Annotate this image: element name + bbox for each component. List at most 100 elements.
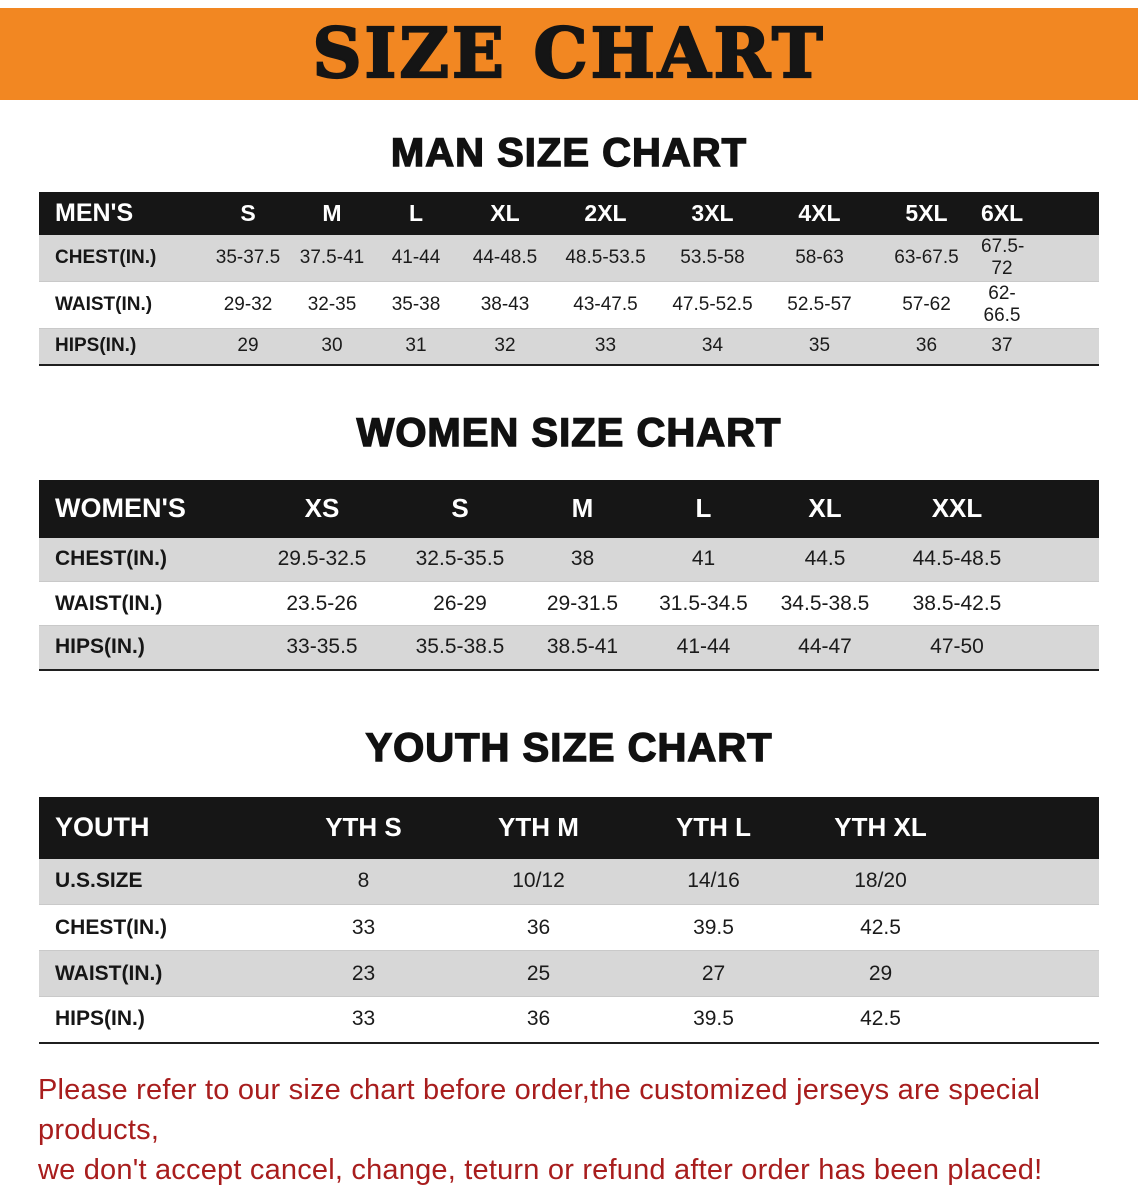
- table-header-row: YOUTH YTH S YTH M YTH L YTH XL: [39, 796, 1099, 859]
- measurement-row-label: WAIST(IN.): [55, 294, 153, 315]
- size-value-cell: 14/16: [687, 869, 740, 893]
- size-value-cell: 32.5-35.5: [415, 547, 505, 571]
- size-value-cell: 27: [701, 961, 726, 985]
- size-column-header-cell: 3XL: [659, 192, 766, 235]
- size-value-cell: 32-35: [307, 294, 357, 315]
- size-value-cell: 67.5-72: [981, 236, 1025, 279]
- measurement-row: CHEST(IN.) 35-37.5 37.5-41 41-44 44-48.5 48.5…: [39, 235, 1099, 282]
- size-value-cell: 23.5-26: [286, 591, 358, 615]
- size-value-cell: 38: [570, 547, 595, 571]
- size-value-cell: 39.5: [693, 915, 734, 939]
- measurement-row: CHEST(IN.) 29.5-32.5 32.5-35.5 38 41 44.5 44.5…: [39, 537, 1099, 582]
- banner: SIZE CHART: [0, 8, 1138, 100]
- size-value-cell: 36: [526, 1007, 551, 1031]
- size-column-header-cell: L: [374, 192, 458, 235]
- size-value-cell: 37: [991, 335, 1013, 357]
- size-value-cell: 53.5-58: [680, 247, 745, 268]
- size-value-cell: 30: [321, 335, 343, 357]
- size-value-cell: 42.5: [860, 1007, 901, 1031]
- youth-size-section: YOUTH SIZE CHART YOUTH YTH S YTH M YTH L YTH…: [0, 725, 1138, 1044]
- size-value-cell: 33: [594, 335, 617, 357]
- measurement-row-label: CHEST(IN.): [55, 247, 157, 268]
- size-value-cell: 44-48.5: [472, 247, 538, 268]
- measurement-row-label: WAIST(IN.): [55, 961, 163, 985]
- size-column-header-cell: YTH S: [276, 796, 451, 859]
- measurement-row: WAIST(IN.) 23 25 27 29: [39, 950, 1099, 997]
- size-value-cell: 29: [868, 961, 893, 985]
- size-value-cell: 35: [808, 335, 831, 357]
- size-value-cell: 31: [405, 335, 427, 357]
- size-value-cell: 36: [526, 915, 551, 939]
- size-value-cell: 47.5-52.5: [672, 294, 753, 315]
- women-section-heading: WOMEN SIZE CHART: [356, 410, 782, 455]
- size-value-cell: 44.5: [804, 547, 846, 571]
- size-value-cell: 29-31.5: [546, 591, 619, 615]
- size-column-header-cell: S: [398, 479, 522, 538]
- size-chart-page: SIZE CHART MAN SIZE CHART MEN'S S M L XL 2XL 3…: [0, 8, 1138, 1190]
- measurement-row: U.S.SIZE 8 10/12 14/16 18/20: [39, 858, 1099, 905]
- table-title-cell: YOUTH: [39, 796, 276, 859]
- size-column-header-cell: XL: [764, 479, 886, 538]
- disclaimer-line-2: we don't accept cancel, change, teturn o…: [38, 1153, 1043, 1186]
- size-column-header-cell: 4XL: [766, 192, 873, 235]
- measurement-row-label: HIPS(IN.): [55, 1007, 145, 1031]
- measurement-row: WAIST(IN.) 23.5-26 26-29 29-31.5 31.5-34.5 34…: [39, 581, 1099, 626]
- size-column-header-cell: YTH XL: [801, 796, 1099, 859]
- size-value-cell: 29: [237, 335, 259, 357]
- measurement-row: HIPS(IN.) 29 30 31 32 33 34 35 36 37: [39, 328, 1099, 365]
- measurement-row-label: WAIST(IN.): [55, 591, 163, 615]
- measurement-row: HIPS(IN.) 33-35.5 35.5-38.5 38.5-41 41-44 44-…: [39, 625, 1099, 670]
- size-value-cell: 57-62: [902, 294, 951, 315]
- measurement-row: WAIST(IN.) 29-32 32-35 35-38 38-43 43-47.5 47.…: [39, 281, 1099, 329]
- men-section-heading: MAN SIZE CHART: [390, 130, 748, 175]
- size-value-cell: 62-66.5: [983, 283, 1021, 326]
- size-value-cell: 42.5: [860, 915, 901, 939]
- measurement-row: HIPS(IN.) 33 36 39.5 42.5: [39, 996, 1099, 1043]
- banner-title: SIZE CHART: [311, 14, 826, 94]
- size-value-cell: 34.5-38.5: [780, 591, 870, 615]
- table-header-row: MEN'S S M L XL 2XL 3XL 4XL 5XL 6XL: [39, 192, 1099, 235]
- size-value-cell: 38.5-42.5: [912, 591, 1002, 615]
- youth-table-wrap: YOUTH YTH S YTH M YTH L YTH XL U.S.SIZE 8 10/12…: [0, 796, 1138, 1044]
- size-value-cell: 41: [691, 547, 716, 571]
- size-column-header-cell: M: [290, 192, 374, 235]
- youth-size-table: YOUTH YTH S YTH M YTH L YTH XL U.S.SIZE 8 10/12…: [39, 796, 1099, 1044]
- size-value-cell: 38-43: [480, 294, 530, 315]
- size-value-cell: 44-47: [798, 635, 852, 659]
- size-value-cell: 31.5-34.5: [659, 591, 748, 615]
- men-size-section: MAN SIZE CHART MEN'S S M L XL 2XL 3XL 4XL 5XL 6XL…: [0, 130, 1138, 366]
- size-value-cell: 38.5-41: [546, 635, 619, 659]
- size-column-header-cell: XS: [246, 479, 398, 538]
- size-value-cell: 35-37.5: [215, 247, 281, 268]
- size-column-header-cell: YTH L: [626, 796, 801, 859]
- size-value-cell: 63-67.5: [894, 247, 959, 268]
- size-value-cell: 10/12: [512, 869, 565, 893]
- measurement-row-label: CHEST(IN.): [55, 547, 167, 571]
- size-value-cell: 39.5: [693, 1007, 734, 1031]
- size-value-cell: 8: [357, 869, 370, 893]
- measurement-row-label: CHEST(IN.): [55, 915, 167, 939]
- size-value-cell: 35.5-38.5: [415, 635, 505, 659]
- size-value-cell: 43-47.5: [573, 294, 638, 315]
- disclaimer-line-1: Please refer to our size chart before or…: [38, 1073, 1041, 1146]
- size-value-cell: 29.5-32.5: [277, 547, 367, 571]
- measurement-row-label: HIPS(IN.): [55, 635, 145, 659]
- size-column-header-cell: XXL: [886, 479, 1099, 538]
- women-table-wrap: WOMEN'S XS S M L XL XXL CHEST(IN.) 29.5-32.5 32.5…: [0, 479, 1138, 671]
- table-header-row: WOMEN'S XS S M L XL XXL: [39, 479, 1099, 538]
- size-value-cell: 25: [526, 961, 551, 985]
- size-value-cell: 33-35.5: [286, 635, 358, 659]
- size-value-cell: 35-38: [391, 294, 441, 315]
- size-value-cell: 47-50: [930, 635, 984, 659]
- size-value-cell: 34: [701, 335, 724, 357]
- measurement-row: CHEST(IN.) 33 36 39.5 42.5: [39, 904, 1099, 951]
- size-column-header-cell: 5XL: [873, 192, 980, 235]
- size-column-header-cell: 6XL: [980, 192, 1099, 235]
- size-value-cell: 48.5-53.5: [565, 247, 646, 268]
- size-value-cell: 36: [915, 335, 938, 357]
- size-column-header-cell: XL: [458, 192, 552, 235]
- size-value-cell: 32: [494, 335, 516, 357]
- size-value-cell: 52.5-57: [787, 294, 852, 315]
- men-size-table: MEN'S S M L XL 2XL 3XL 4XL 5XL 6XL CHEST(IN.) 35-37…: [39, 192, 1099, 366]
- size-value-cell: 26-29: [433, 591, 487, 615]
